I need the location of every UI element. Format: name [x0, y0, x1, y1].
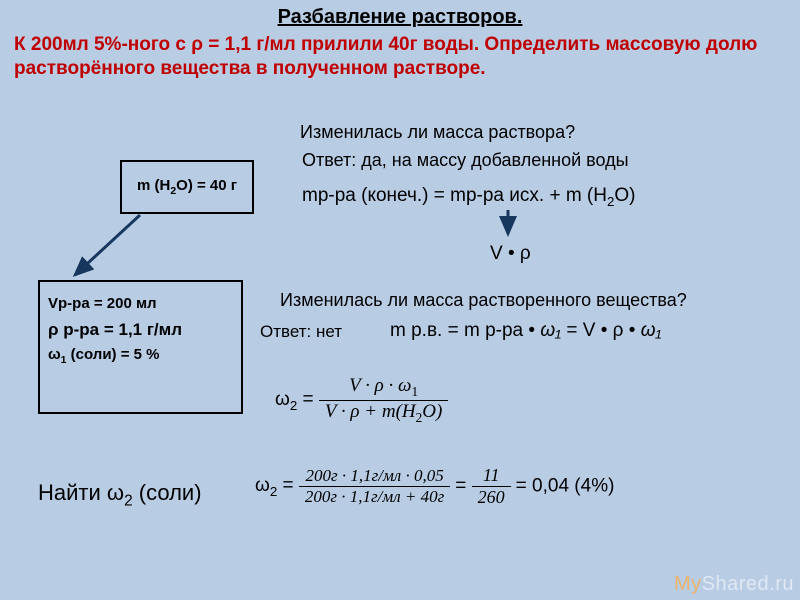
formula-omega2: ω2 = V · ρ · ω1 V · ρ + m(H2O) — [275, 375, 448, 426]
frac2-num2: 11 — [472, 465, 511, 487]
given-volume: Vр-ра = 200 мл — [48, 292, 233, 316]
frac1-den: V · ρ + m(H2O) — [319, 401, 448, 426]
given-water-mass-box: m (H2O) = 40 г — [120, 160, 254, 214]
equation-mass-final: mр-ра (конеч.) = mр-ра исх. + m (H2O) — [302, 185, 636, 209]
calculation-omega2: ω2 = 200г · 1,1г/мл · 0,05 200г · 1,1г/м… — [255, 465, 614, 508]
watermark-my: My — [674, 573, 702, 595]
equation-solute-mass: m р.в. = m р-ра • ω₁ = V • ρ • ω₁ — [390, 320, 661, 342]
answer-1: Ответ: да, на массу добавленной воды — [302, 150, 629, 171]
frac1-num: V · ρ · ω1 — [319, 375, 448, 401]
given-mass-fraction: ω1 (соли) = 5 % — [48, 343, 233, 369]
frac2-num1: 200г · 1,1г/мл · 0,05 — [299, 466, 450, 487]
frac2-den2: 260 — [472, 487, 511, 508]
find-label: Найти ω2 (соли) — [38, 480, 202, 510]
frac2-den1: 200г · 1,1г/мл + 40г — [299, 487, 450, 507]
arrow-icon — [60, 210, 150, 290]
result: = 0,04 (4%) — [516, 475, 615, 496]
answer-2: Ответ: нет — [260, 322, 342, 342]
equation-v-rho: V • ρ — [490, 243, 531, 265]
question-1: Изменилась ли масса раствора? — [300, 122, 575, 143]
given-density: ρ р-ра = 1,1 г/мл — [48, 316, 233, 343]
watermark: MyShared.ru — [674, 573, 794, 596]
page-title: Разбавление растворов. — [0, 0, 800, 29]
arrow-down-icon — [498, 208, 518, 243]
given-solution-box: Vр-ра = 200 мл ρ р-ра = 1,1 г/мл ω1 (сол… — [38, 280, 243, 414]
question-2: Изменилась ли масса растворенного вещест… — [280, 290, 687, 311]
problem-statement: К 200мл 5%-ного с ρ = 1,1 г/мл прилили 4… — [0, 29, 800, 81]
watermark-rest: Shared.ru — [702, 573, 794, 595]
given-water-mass: m (H2O) = 40 г — [137, 177, 237, 197]
